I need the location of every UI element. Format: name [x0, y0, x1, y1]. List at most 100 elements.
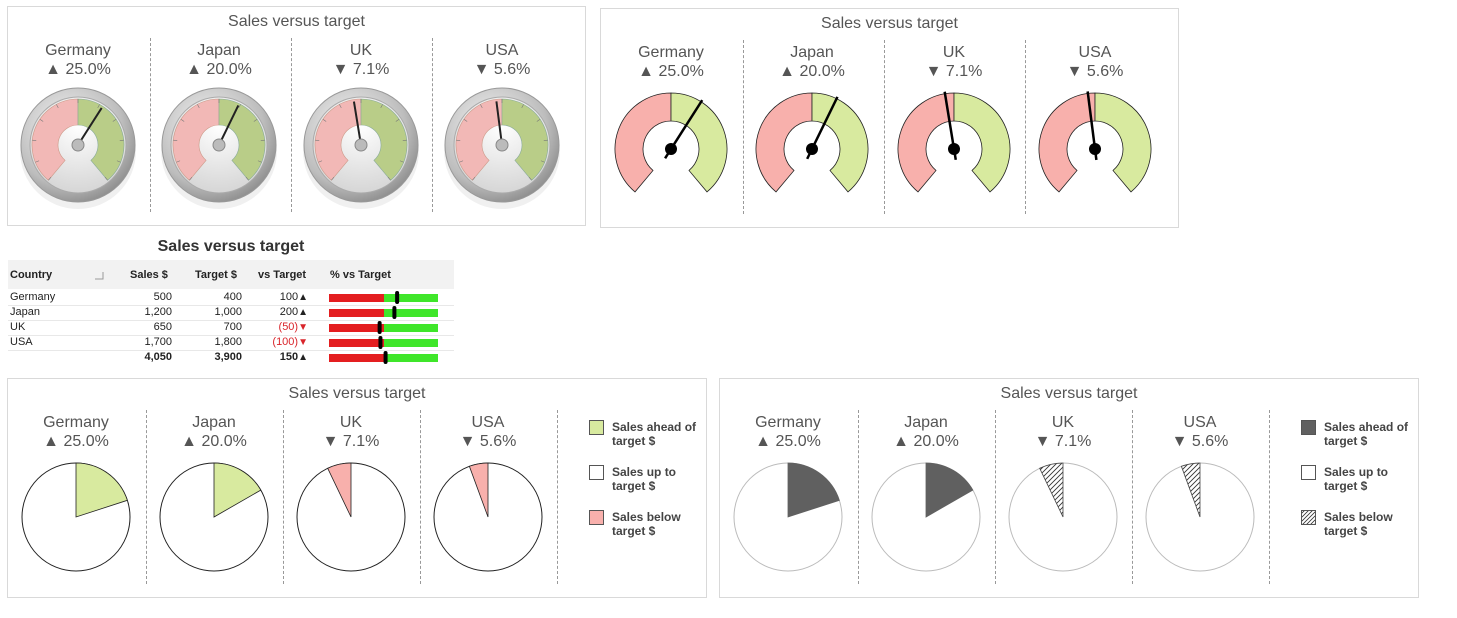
pct-vs-target: ▼ 5.6% [1066, 63, 1124, 80]
bullet-green-segment [384, 354, 438, 362]
cell-country: USA [10, 336, 33, 348]
pct-vs-target: ▲ 25.0% [755, 433, 821, 450]
gauge-band-ahead [811, 92, 869, 193]
gauge-hub [948, 143, 960, 155]
divider [1025, 40, 1026, 214]
cell-vs-target: (100)▼ [272, 336, 308, 348]
bullet-red-segment [329, 339, 384, 347]
col-country[interactable]: Country [10, 269, 53, 281]
col-vs-target[interactable]: vs Target [258, 269, 307, 281]
legend-text: target $ [612, 434, 656, 448]
divider [432, 38, 433, 212]
pie-chart [433, 462, 543, 572]
table-row[interactable]: Japan 1,200 1,000 200▲ [8, 305, 454, 321]
table-row[interactable]: USA 1,700 1,800 (100)▼ [8, 335, 454, 351]
bullet-marker [395, 291, 400, 304]
vs-value: (50) [278, 321, 299, 333]
pct-vs-target: ▼ 7.1% [1034, 433, 1092, 450]
gauge-tick [459, 160, 464, 163]
gauge-band-below [31, 98, 79, 181]
divider [291, 38, 292, 212]
arrow-up-icon: ▲ [298, 307, 308, 318]
legend-below: Sales below target $ [612, 510, 681, 538]
gauge-band-ahead [670, 92, 728, 193]
vs-value: 200 [279, 306, 299, 318]
gauge-hub [354, 138, 368, 152]
panel-title: Sales versus target [228, 13, 365, 30]
cell-vs-target: 150▲ [280, 351, 308, 363]
gauge-tick [463, 119, 468, 122]
chrome-gauge [444, 87, 560, 209]
country-name: Germany [43, 414, 109, 431]
flat-gauge [1038, 91, 1152, 193]
bullet-marker [383, 351, 388, 364]
vs-value: 150 [279, 351, 299, 363]
gauge-tick [56, 104, 59, 109]
country-name: UK [942, 44, 966, 61]
pie-slice-ahead [75, 462, 128, 518]
gauge-tick [257, 160, 262, 163]
pie-slice-ahead [213, 462, 262, 518]
cell-sales: 1,200 [144, 306, 172, 318]
col-target[interactable]: Target $ [195, 269, 237, 281]
legend-swatch-ahead [589, 420, 604, 435]
cell-target: 700 [223, 321, 242, 333]
gauge-tick [380, 104, 383, 109]
pie-slice-ahead [925, 462, 974, 518]
gauge-tick [395, 119, 400, 122]
gauge-band-ahead [77, 98, 125, 181]
legend-text: Sales ahead of [1324, 420, 1409, 434]
country-name: Japan [790, 44, 834, 61]
bullet-marker [378, 336, 383, 349]
pie-chart [159, 462, 269, 572]
gauge-tick [339, 104, 342, 109]
gauge-needle [218, 105, 240, 146]
cell-country: Germany [10, 291, 56, 303]
gauge-tick [322, 119, 327, 122]
gauge-band-ahead [501, 98, 549, 181]
country-name: Germany [45, 42, 111, 59]
gauge-band-below [614, 92, 672, 193]
country-name: USA [485, 42, 519, 59]
gauge-needle [352, 101, 362, 146]
table-header: Country Sales $ Target $ vs Target % vs … [8, 260, 454, 289]
gauge-tick [472, 176, 476, 181]
bullet-bar [329, 306, 438, 319]
country-name: Japan [904, 414, 948, 431]
cell-target: 400 [223, 291, 242, 303]
gauge-tick [521, 104, 524, 109]
vs-value: (100) [272, 336, 299, 348]
divider [420, 410, 421, 584]
sort-icon[interactable] [94, 271, 104, 281]
pie-slice-below [468, 462, 489, 518]
vs-value: 100 [279, 291, 299, 303]
country-name: UK [339, 414, 363, 431]
bullet-bar [329, 321, 438, 334]
gauge-band-below [172, 98, 220, 181]
col-sales[interactable]: Sales $ [130, 269, 168, 281]
bullet-red-segment [329, 324, 384, 332]
pie-chart [1145, 462, 1255, 572]
table-row[interactable]: UK 650 700 (50)▼ [8, 320, 454, 336]
pie-chart [296, 462, 406, 572]
gauge-band-below [755, 92, 813, 193]
country-name: USA [471, 414, 505, 431]
col-pct-vs-target[interactable]: % vs Target [330, 269, 391, 281]
table-total-row[interactable]: 4,050 3,900 150▲ [8, 350, 454, 365]
gauge-band-ahead [1094, 92, 1152, 193]
flat-gauge [897, 91, 1011, 193]
gauge-tick [116, 160, 121, 163]
pct-vs-target: ▼ 5.6% [473, 61, 531, 78]
pct-vs-target: ▼ 5.6% [1171, 433, 1229, 450]
cell-country: UK [10, 321, 26, 333]
pct-vs-target: ▼ 5.6% [459, 433, 517, 450]
country-name: Japan [197, 42, 241, 59]
gauge-tick [104, 176, 108, 181]
divider [1132, 410, 1133, 584]
legend-text: target $ [612, 479, 656, 493]
gauge-tick [48, 176, 52, 181]
divider [995, 410, 996, 584]
legend-up: Sales up to target $ [1324, 465, 1388, 493]
table-row[interactable]: Germany 500 400 100▲ [8, 290, 454, 306]
legend-swatch-up [1301, 465, 1316, 480]
